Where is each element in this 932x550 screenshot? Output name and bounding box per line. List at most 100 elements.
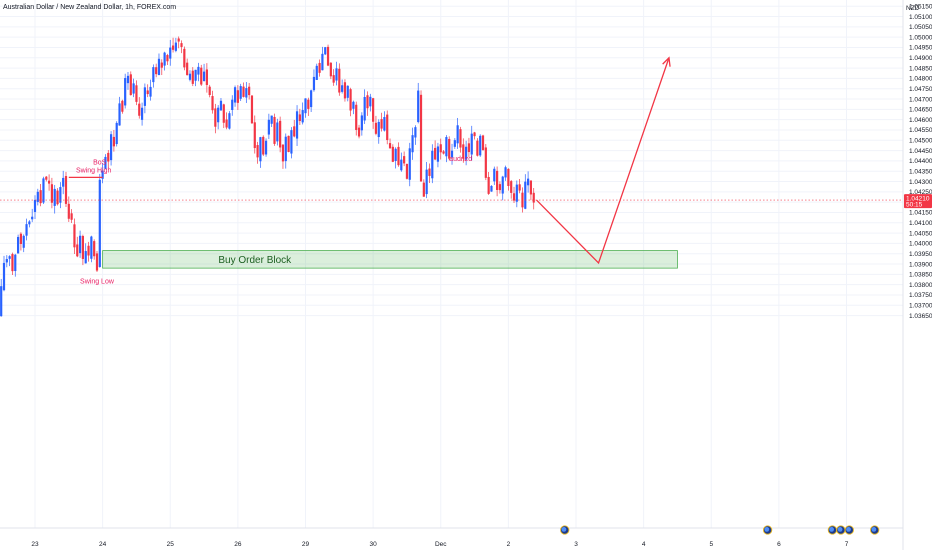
candle-body — [2, 262, 6, 291]
candle-body — [425, 169, 428, 195]
candle-body — [242, 86, 245, 97]
candle-body — [304, 98, 307, 114]
x-tick-label: 3 — [574, 541, 578, 548]
projection-layer — [536, 56, 671, 265]
y-tick-label: 1.04750 — [909, 86, 932, 93]
candle-body — [357, 127, 361, 137]
y-tick-label: 1.03950 — [909, 251, 932, 258]
candle-body — [326, 46, 330, 66]
candle-body — [532, 192, 535, 203]
candle-body — [448, 138, 451, 159]
candle-body — [160, 62, 163, 68]
projection-arrowhead — [662, 56, 671, 67]
candle-body — [107, 152, 110, 162]
swing-high-label: Swing High — [76, 167, 112, 174]
candle-body — [422, 182, 425, 197]
candle-body — [259, 137, 262, 162]
currency-label: NZD — [906, 5, 920, 12]
candle-body — [138, 103, 141, 116]
candle-body — [295, 111, 299, 139]
y-tick-label: 1.05100 — [909, 14, 932, 21]
candle-body — [197, 66, 200, 75]
y-tick-label: 1.04150 — [909, 210, 932, 217]
candle-body — [332, 75, 335, 83]
candle-body — [377, 121, 380, 138]
candle-body — [135, 85, 138, 102]
y-tick-label: 1.04400 — [909, 158, 932, 165]
candles-layer — [0, 36, 535, 317]
candle-body — [498, 184, 502, 191]
x-tick-label: 2 — [507, 541, 511, 548]
candle-body — [284, 136, 287, 162]
candle-body — [310, 90, 313, 108]
candle-body — [388, 143, 392, 149]
candle-body — [312, 76, 316, 91]
y-tick-label: 1.04950 — [909, 45, 932, 52]
candle-body — [126, 75, 130, 84]
candle-body — [360, 115, 363, 131]
candle-body — [231, 99, 234, 111]
candle-body — [369, 96, 372, 107]
candle-body — [290, 130, 293, 154]
candle-body — [163, 52, 166, 66]
candle-body — [383, 117, 386, 131]
candle-body — [394, 148, 397, 161]
globe-ring — [762, 525, 773, 535]
y-tick-label: 1.04900 — [909, 55, 932, 62]
candle-body — [363, 97, 366, 121]
grid — [0, 0, 903, 528]
x-tick-label: 29 — [302, 541, 310, 548]
candle-body — [529, 180, 533, 195]
candle-body — [341, 85, 344, 92]
candle-body — [391, 146, 394, 162]
candle-body — [276, 122, 279, 142]
candle-body — [467, 143, 471, 153]
candle-body — [28, 221, 31, 225]
candle-body — [496, 170, 499, 191]
candle-body — [343, 82, 347, 99]
candle-body — [490, 185, 493, 192]
candle-body — [281, 144, 285, 162]
x-tick-label: 26 — [234, 541, 242, 548]
candle-body — [248, 86, 251, 96]
x-tick-label: Dec — [435, 541, 447, 548]
candle-body — [56, 190, 59, 205]
candle-body — [219, 100, 223, 111]
candle-body — [16, 236, 20, 254]
candle-body — [405, 163, 409, 179]
candle-body — [0, 286, 3, 317]
candle-body — [157, 58, 161, 76]
candle-body — [166, 55, 169, 62]
candle-body — [76, 244, 79, 257]
time-axis[interactable]: 23 24 25 26 29 30 Dec 2 3 4 5 6 7 — [0, 527, 903, 548]
candle-body — [253, 122, 256, 149]
candle-body — [31, 216, 34, 220]
candle-body — [33, 199, 37, 212]
candle-body — [22, 235, 25, 248]
candle-body — [50, 184, 54, 203]
candle-body — [217, 107, 220, 123]
candle-body — [202, 71, 206, 82]
candle-body — [264, 140, 268, 155]
chart-title: Australian Dollar / New Zealand Dollar, … — [3, 4, 176, 11]
candle-body — [47, 180, 51, 184]
candle-body — [149, 86, 152, 97]
candle-body — [233, 87, 237, 103]
candle-body — [431, 150, 434, 179]
candle-body — [301, 110, 304, 123]
candle-body — [293, 126, 296, 137]
candle-body — [273, 116, 276, 144]
candle-body — [473, 132, 476, 137]
candle-body — [101, 170, 104, 179]
candle-body — [380, 119, 383, 129]
candle-body — [512, 193, 516, 201]
candle-body — [70, 213, 73, 220]
candle-body — [349, 89, 352, 111]
y-tick-label: 1.04450 — [909, 148, 932, 155]
candle-body — [146, 90, 149, 95]
candle-body — [287, 135, 290, 152]
candle-body — [501, 176, 504, 194]
